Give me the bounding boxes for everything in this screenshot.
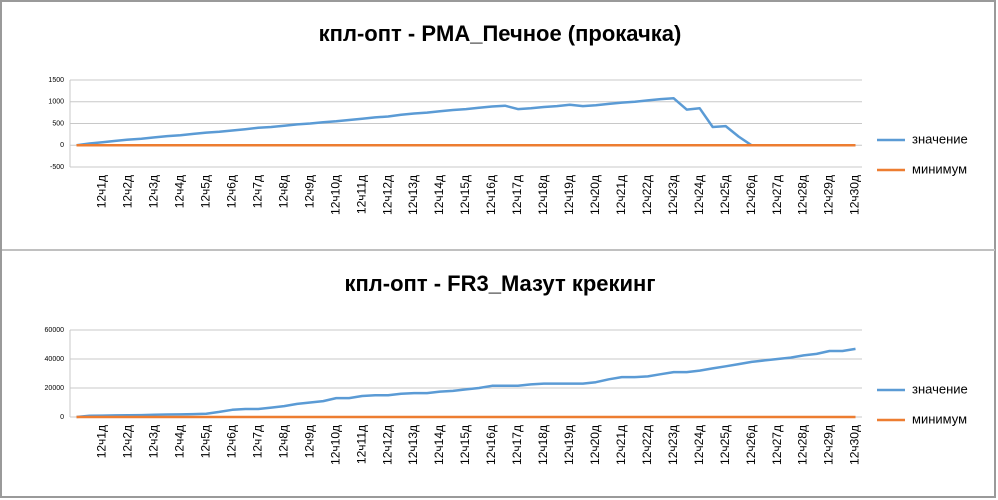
legend-label: значение	[912, 381, 968, 396]
x-tick-label: 12ч5д	[198, 425, 212, 458]
x-tick-label: 12ч16д	[484, 175, 498, 215]
x-tick-label: 12ч8д	[276, 425, 290, 458]
x-tick-label: 12ч7д	[250, 175, 264, 208]
x-tick-label: 12ч18д	[536, 425, 550, 465]
x-tick-label: 12ч12д	[380, 425, 394, 465]
chart-title: кпл-опт - PMA_Печное (прокачка)	[319, 21, 682, 46]
x-tick-label: 12ч2д	[121, 425, 135, 458]
legend-label: значение	[912, 131, 968, 146]
y-tick-label: -500	[50, 164, 64, 171]
x-tick-label: 12ч15д	[458, 425, 472, 465]
x-tick-label: 12ч5д	[198, 175, 212, 208]
x-tick-label: 12ч20д	[588, 175, 602, 215]
x-tick-label: 12ч10д	[328, 425, 342, 465]
x-tick-label: 12ч7д	[250, 425, 264, 458]
y-tick-label: 20000	[45, 385, 65, 392]
x-tick-label: 12ч17д	[510, 425, 524, 465]
y-tick-label: 0	[60, 414, 64, 421]
x-tick-label: 12ч4д	[173, 425, 187, 458]
x-tick-label: 12ч6д	[224, 425, 238, 458]
x-tick-label: 12ч28д	[796, 425, 810, 465]
x-tick-label: 12ч14д	[432, 425, 446, 465]
x-tick-label: 12ч26д	[744, 175, 758, 215]
x-tick-label: 12ч26д	[744, 425, 758, 465]
x-tick-label: 12ч24д	[692, 175, 706, 215]
x-tick-label: 12ч25д	[718, 175, 732, 215]
x-tick-label: 12ч20д	[588, 425, 602, 465]
y-tick-label: 500	[52, 120, 64, 127]
x-tick-label: 12ч23д	[666, 175, 680, 215]
x-tick-label: 12ч14д	[432, 175, 446, 215]
x-tick-label: 12ч25д	[718, 425, 732, 465]
x-tick-label: 12ч19д	[562, 425, 576, 465]
x-tick-label: 12ч27д	[770, 425, 784, 465]
x-tick-label: 12ч4д	[173, 175, 187, 208]
x-tick-label: 12ч13д	[406, 175, 420, 215]
x-tick-label: 12ч9д	[302, 175, 316, 208]
x-tick-label: 12ч13д	[406, 425, 420, 465]
x-tick-label: 12ч9д	[302, 425, 316, 458]
x-tick-label: 12ч2д	[121, 175, 135, 208]
x-tick-label: 12ч17д	[510, 175, 524, 215]
x-tick-label: 12ч15д	[458, 175, 472, 215]
x-tick-label: 12ч16д	[484, 425, 498, 465]
legend-label: минимум	[912, 411, 967, 426]
x-tick-label: 12ч19д	[562, 175, 576, 215]
series-line	[76, 97, 753, 147]
x-tick-label: 12ч29д	[822, 425, 836, 465]
x-tick-label: 12ч1д	[95, 425, 109, 458]
x-tick-label: 12ч10д	[328, 175, 342, 215]
x-tick-label: 12ч30д	[848, 425, 862, 465]
x-tick-label: 12ч30д	[848, 175, 862, 215]
x-tick-label: 12ч24д	[692, 425, 706, 465]
y-tick-label: 40000	[45, 356, 65, 363]
x-tick-label: 12ч8д	[276, 175, 290, 208]
x-tick-label: 12ч22д	[640, 425, 654, 465]
x-tick-label: 12ч29д	[822, 175, 836, 215]
x-tick-label: 12ч21д	[614, 425, 628, 465]
x-tick-label: 12ч1д	[95, 175, 109, 208]
chart-title: кпл-опт - FR3_Мазут крекинг	[345, 271, 656, 296]
x-tick-label: 12ч11д	[354, 175, 368, 214]
x-tick-label: 12ч3д	[147, 175, 161, 208]
x-tick-label: 12ч23д	[666, 425, 680, 465]
y-tick-label: 0	[60, 142, 64, 149]
x-tick-label: 12ч12д	[380, 175, 394, 215]
x-tick-label: 12ч28д	[796, 175, 810, 215]
x-tick-label: 12ч22д	[640, 175, 654, 215]
series-line	[76, 347, 856, 419]
x-tick-label: 12ч21д	[614, 175, 628, 215]
x-tick-label: 12ч6д	[224, 175, 238, 208]
legend-label: минимум	[912, 161, 967, 176]
x-tick-label: 12ч3д	[147, 425, 161, 458]
y-tick-label: 60000	[45, 327, 65, 334]
x-tick-label: 12ч18д	[536, 175, 550, 215]
x-tick-label: 12ч27д	[770, 175, 784, 215]
y-tick-label: 1000	[48, 99, 64, 106]
x-tick-label: 12ч11д	[354, 425, 368, 464]
y-tick-label: 1500	[48, 77, 64, 84]
